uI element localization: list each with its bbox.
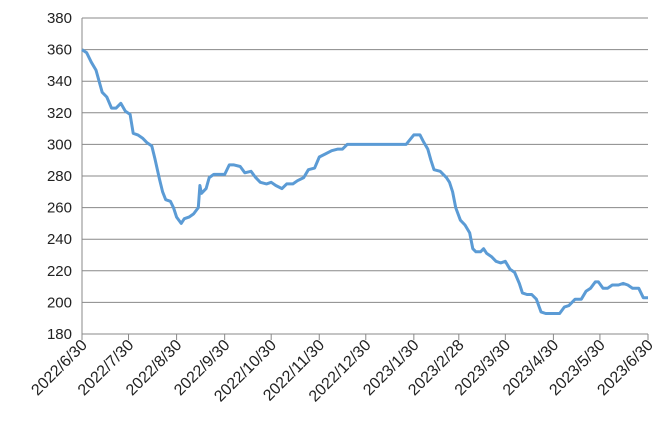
- y-tick-label: 280: [47, 168, 72, 185]
- y-tick-label: 220: [47, 263, 72, 280]
- line: [81, 48, 648, 315]
- y-tick-label: 340: [47, 73, 72, 90]
- y-tick-label: 180: [47, 326, 72, 343]
- y-tick-label: 320: [47, 105, 72, 122]
- y-tick-label: 360: [47, 42, 72, 59]
- y-tick-label: 200: [47, 294, 72, 311]
- y-tick-label: 260: [47, 200, 72, 217]
- y-tick-label: 380: [47, 10, 72, 27]
- y-tick-label: 240: [47, 231, 72, 248]
- y-tick-label: 300: [47, 136, 72, 153]
